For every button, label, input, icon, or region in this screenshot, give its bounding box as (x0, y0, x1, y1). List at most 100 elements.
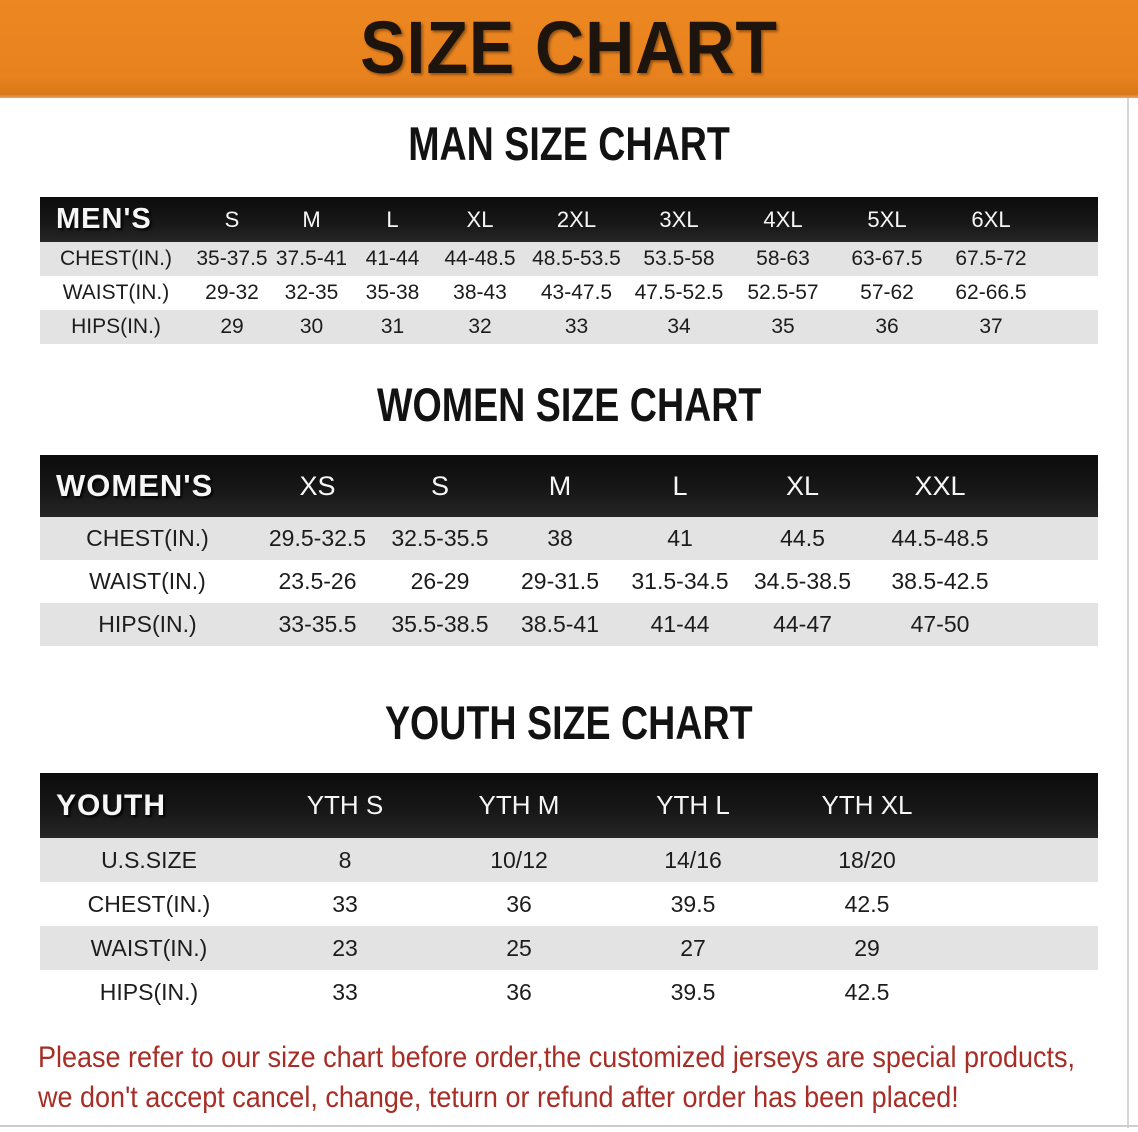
table-cell: 23 (258, 926, 432, 970)
women-size-table: WOMEN'S XS S M L XL XXL CHEST(IN.) 29.5-32.5 32.… (40, 455, 1098, 646)
row-label: WAIST(IN.) (40, 926, 258, 970)
table-cell: 27 (606, 926, 780, 970)
table-cell: 42.5 (780, 882, 954, 926)
column-header: L (620, 455, 740, 517)
table-cell: 32 (434, 310, 526, 344)
header-filler (1015, 455, 1098, 517)
table-cell: 47.5-52.5 (627, 276, 731, 310)
table-cell: 41-44 (620, 603, 740, 646)
column-header: M (272, 197, 351, 242)
table-row: WAIST(IN.) 29-32 32-35 35-38 38-43 43-47.5 47.… (40, 276, 1098, 310)
table-cell: 25 (432, 926, 606, 970)
table-cell: 44-48.5 (434, 242, 526, 276)
table-cell: 42.5 (780, 970, 954, 1014)
table-cell: 58-63 (731, 242, 835, 276)
table-cell: 31.5-34.5 (620, 560, 740, 603)
table-row: CHEST(IN.) 33 36 39.5 42.5 (40, 882, 1098, 926)
table-row: HIPS(IN.) 33 36 39.5 42.5 (40, 970, 1098, 1014)
column-header: 5XL (835, 197, 939, 242)
table-cell: 37 (939, 310, 1043, 344)
row-label: CHEST(IN.) (40, 882, 258, 926)
row-filler (1043, 276, 1098, 310)
row-filler (1043, 310, 1098, 344)
table-cell: 32-35 (272, 276, 351, 310)
table-cell: 41 (620, 517, 740, 560)
table-cell: 47-50 (865, 603, 1015, 646)
row-filler (954, 838, 1098, 882)
table-cell: 23.5-26 (255, 560, 380, 603)
table-cell: 8 (258, 838, 432, 882)
table-cell: 36 (432, 970, 606, 1014)
column-header: XXL (865, 455, 1015, 517)
table-row: HIPS(IN.) 29 30 31 32 33 34 35 36 37 (40, 310, 1098, 344)
table-row: U.S.SIZE 8 10/12 14/16 18/20 (40, 838, 1098, 882)
column-header: S (380, 455, 500, 517)
row-filler (954, 882, 1098, 926)
row-label: WAIST(IN.) (40, 560, 255, 603)
table-row: CHEST(IN.) 35-37.5 37.5-41 41-44 44-48.5 48.5… (40, 242, 1098, 276)
page-edge-line-right (1127, 98, 1129, 1128)
table-cell: 18/20 (780, 838, 954, 882)
column-header: YTH S (258, 773, 432, 838)
youth-section-title-text: YOUTH SIZE CHART (385, 696, 753, 749)
disclaimer-line-2: we don't accept cancel, change, teturn o… (38, 1081, 959, 1114)
table-cell: 33 (526, 310, 627, 344)
column-header: YTH XL (780, 773, 954, 838)
table-cell: 43-47.5 (526, 276, 627, 310)
table-cell: 39.5 (606, 970, 780, 1014)
header-row: WOMEN'S XS S M L XL XXL (40, 455, 1098, 517)
row-filler (1015, 560, 1098, 603)
table-cell: 57-62 (835, 276, 939, 310)
table-row: CHEST(IN.) 29.5-32.5 32.5-35.5 38 41 44.5 44.5… (40, 517, 1098, 560)
table-cell: 33 (258, 882, 432, 926)
table-row: WAIST(IN.) 23 25 27 29 (40, 926, 1098, 970)
table-cell: 26-29 (380, 560, 500, 603)
row-filler (954, 970, 1098, 1014)
table-cell: 44-47 (740, 603, 865, 646)
row-label: U.S.SIZE (40, 838, 258, 882)
table-cell: 29 (780, 926, 954, 970)
table-row: WAIST(IN.) 23.5-26 26-29 29-31.5 31.5-34.5 34… (40, 560, 1098, 603)
youth-size-table: YOUTH YTH S YTH M YTH L YTH XL U.S.SIZE 8 10/1… (40, 773, 1098, 1014)
table-cell: 30 (272, 310, 351, 344)
page-edge-line-bottom (0, 1125, 1138, 1127)
row-label: CHEST(IN.) (40, 242, 192, 276)
table-cell: 41-44 (351, 242, 434, 276)
column-header: M (500, 455, 620, 517)
column-header: XS (255, 455, 380, 517)
row-label: HIPS(IN.) (40, 603, 255, 646)
table-cell: 29-32 (192, 276, 272, 310)
table-cell: 35-38 (351, 276, 434, 310)
table-cell: 44.5-48.5 (865, 517, 1015, 560)
table-cell: 31 (351, 310, 434, 344)
table-cell: 38.5-42.5 (865, 560, 1015, 603)
row-filler (1043, 242, 1098, 276)
table-cell: 37.5-41 (272, 242, 351, 276)
table-cell: 35 (731, 310, 835, 344)
column-header: S (192, 197, 272, 242)
men-size-table: MEN'S S M L XL 2XL 3XL 4XL 5XL 6XL CHEST(IN.) 35-3… (40, 197, 1098, 344)
column-header: XL (740, 455, 865, 517)
table-cell: 38 (500, 517, 620, 560)
header-row: YOUTH YTH S YTH M YTH L YTH XL (40, 773, 1098, 838)
table-cell: 34 (627, 310, 731, 344)
column-header: 2XL (526, 197, 627, 242)
table-cell: 29-31.5 (500, 560, 620, 603)
column-header: 4XL (731, 197, 835, 242)
disclaimer-line-1: Please refer to our size chart before or… (38, 1041, 1076, 1074)
table-cell: 63-67.5 (835, 242, 939, 276)
banner-title: SIZE CHART (360, 6, 778, 89)
row-filler (1015, 517, 1098, 560)
row-label: HIPS(IN.) (40, 310, 192, 344)
size-chart-banner: SIZE CHART (0, 0, 1138, 98)
table-cell: 38-43 (434, 276, 526, 310)
column-header: 6XL (939, 197, 1043, 242)
table-row: HIPS(IN.) 33-35.5 35.5-38.5 38.5-41 41-44 44-… (40, 603, 1098, 646)
table-cell: 29.5-32.5 (255, 517, 380, 560)
men-section-title: MAN SIZE CHART (0, 118, 1138, 170)
table-cell: 35.5-38.5 (380, 603, 500, 646)
table-cell: 53.5-58 (627, 242, 731, 276)
men-section-title-text: MAN SIZE CHART (408, 117, 730, 170)
women-section-title-text: WOMEN SIZE CHART (376, 378, 762, 431)
row-label: CHEST(IN.) (40, 517, 255, 560)
